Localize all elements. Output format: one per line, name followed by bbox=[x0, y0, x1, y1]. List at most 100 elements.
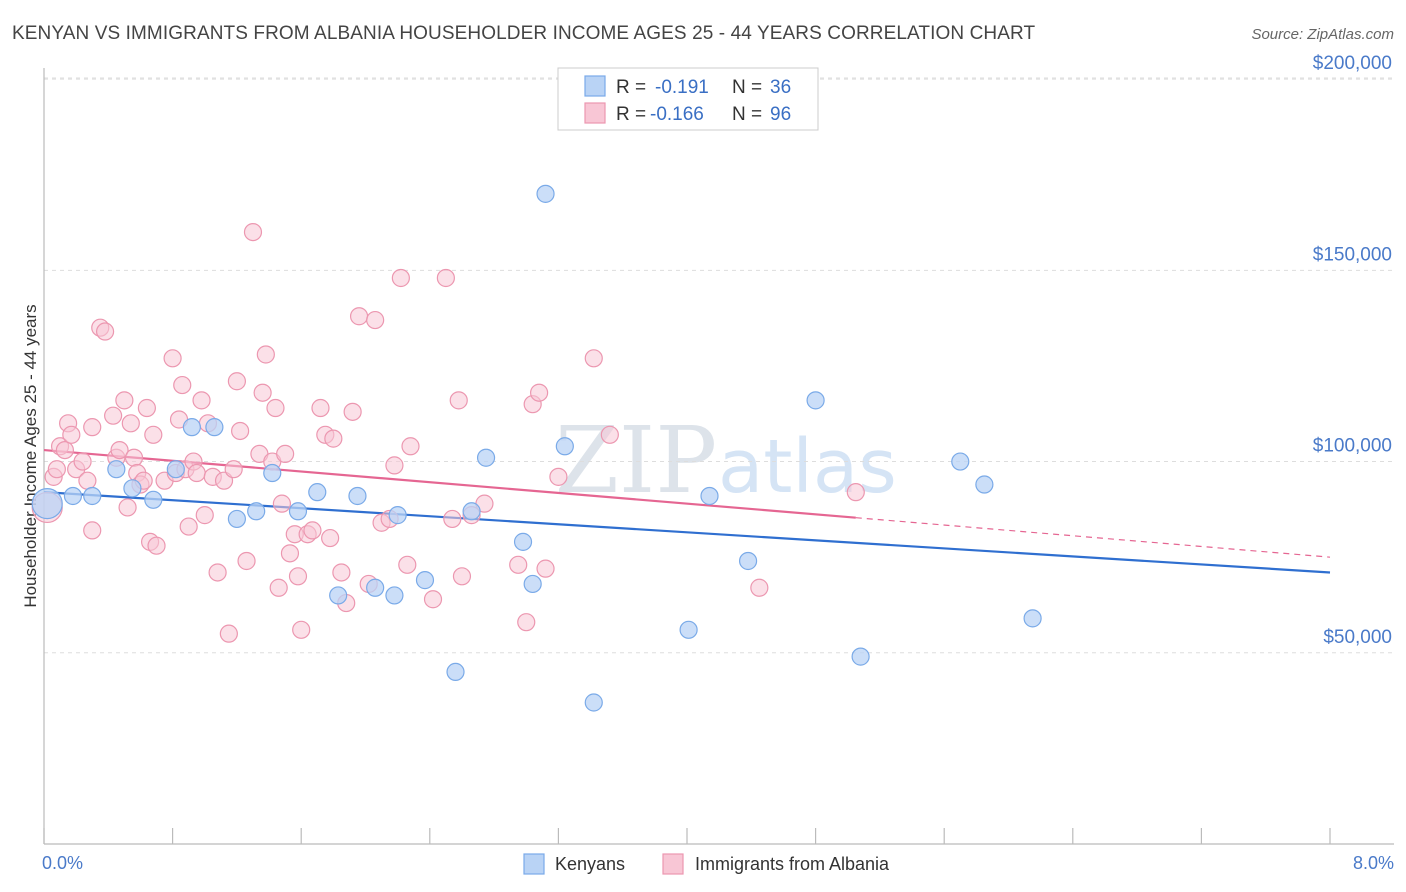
point-albania-94 bbox=[750, 578, 769, 597]
point-albania-83 bbox=[452, 567, 472, 586]
point-kenyans-28 bbox=[679, 620, 698, 639]
point-albania-67 bbox=[332, 563, 351, 582]
point-kenyans-6 bbox=[166, 460, 185, 479]
chart-source: Source: ZipAtlas.com bbox=[1251, 26, 1394, 43]
point-albania-62 bbox=[303, 521, 322, 540]
point-kenyans-8 bbox=[205, 418, 224, 437]
legend-n-value-albania: 96 bbox=[770, 104, 791, 125]
legend-swatch-kenyans bbox=[584, 75, 606, 97]
point-albania-69 bbox=[343, 402, 362, 421]
point-albania-60 bbox=[292, 620, 311, 639]
point-albania-81 bbox=[443, 509, 462, 529]
point-albania-9 bbox=[78, 471, 97, 490]
legend-n-value-kenyans: 36 bbox=[770, 77, 791, 98]
point-albania-93 bbox=[600, 425, 619, 444]
point-albania-51 bbox=[256, 345, 275, 364]
point-albania-4 bbox=[55, 440, 74, 460]
point-albania-48 bbox=[243, 222, 263, 242]
point-kenyans-10 bbox=[247, 502, 266, 521]
bottom-legend: Kenyans Immigrants from Albania bbox=[523, 853, 890, 875]
point-albania-29 bbox=[163, 349, 182, 368]
point-albania-10 bbox=[83, 418, 102, 437]
y-tick-label-3: $200,000 bbox=[1313, 53, 1392, 74]
point-albania-54 bbox=[269, 578, 288, 597]
y-tick-label-0: $50,000 bbox=[1323, 627, 1392, 648]
point-albania-43 bbox=[219, 624, 238, 643]
point-albania-36 bbox=[187, 463, 206, 483]
point-albania-56 bbox=[276, 444, 295, 464]
point-kenyans-34 bbox=[975, 475, 994, 494]
point-albania-95 bbox=[846, 483, 865, 502]
point-kenyans-14 bbox=[329, 586, 348, 605]
point-albania-13 bbox=[95, 322, 115, 341]
point-albania-82 bbox=[449, 391, 468, 410]
point-kenyans-13 bbox=[308, 483, 327, 502]
legend-r-label-albania: R = bbox=[616, 104, 646, 125]
point-albania-72 bbox=[366, 310, 385, 330]
point-albania-55 bbox=[272, 494, 292, 513]
point-kenyans-1 bbox=[63, 486, 83, 506]
y-tick-label-1: $100,000 bbox=[1313, 436, 1392, 457]
point-albania-16 bbox=[110, 440, 129, 460]
watermark-atlas: atlas bbox=[718, 424, 897, 510]
point-albania-63 bbox=[311, 398, 330, 418]
point-albania-57 bbox=[280, 544, 300, 563]
series-kenyans bbox=[31, 184, 1042, 712]
point-kenyans-16 bbox=[366, 578, 385, 597]
point-kenyans-3 bbox=[107, 460, 126, 479]
point-albania-66 bbox=[324, 429, 343, 448]
legend-r-label-kenyans: R = bbox=[616, 77, 646, 98]
point-kenyans-21 bbox=[462, 502, 481, 521]
point-albania-26 bbox=[144, 425, 163, 444]
legend-n-label-kenyans: N = bbox=[732, 77, 762, 98]
point-albania-76 bbox=[391, 268, 410, 288]
point-kenyans-31 bbox=[806, 391, 825, 410]
point-kenyans-26 bbox=[555, 437, 574, 456]
watermark-zip: ZIP bbox=[555, 407, 717, 514]
point-kenyans-30 bbox=[738, 551, 758, 571]
y-tick-label-2: $150,000 bbox=[1313, 244, 1392, 265]
point-albania-38 bbox=[195, 506, 214, 525]
point-albania-14 bbox=[104, 406, 123, 425]
point-kenyans-12 bbox=[288, 502, 308, 521]
point-kenyans-18 bbox=[388, 506, 407, 525]
point-kenyans-24 bbox=[523, 574, 542, 594]
point-albania-2 bbox=[47, 460, 66, 479]
point-kenyans-4 bbox=[123, 479, 142, 498]
point-kenyans-17 bbox=[385, 586, 404, 605]
point-albania-70 bbox=[349, 307, 369, 326]
point-albania-27 bbox=[147, 536, 166, 555]
point-albania-34 bbox=[179, 517, 198, 536]
point-albania-65 bbox=[321, 528, 340, 548]
point-kenyans-5 bbox=[144, 490, 163, 509]
point-albania-90 bbox=[536, 559, 555, 578]
point-kenyans-33 bbox=[951, 452, 970, 471]
x-tick-marks bbox=[43, 828, 1331, 844]
point-albania-47 bbox=[237, 551, 256, 571]
point-albania-6 bbox=[62, 425, 81, 444]
chart-title: KENYAN VS IMMIGRANTS FROM ALBANIA HOUSEH… bbox=[12, 23, 1035, 44]
bottom-legend-swatch-albania bbox=[662, 853, 684, 875]
point-albania-50 bbox=[253, 383, 272, 402]
point-kenyans-20 bbox=[446, 662, 465, 682]
watermark: ZIP atlas bbox=[555, 407, 897, 514]
point-albania-86 bbox=[509, 555, 528, 574]
x-tick-label-right: 8.0% bbox=[1353, 853, 1394, 873]
point-albania-17 bbox=[115, 391, 134, 410]
point-kenyans-19 bbox=[415, 571, 435, 590]
series-immigrants-from-albania bbox=[31, 222, 865, 643]
legend-n-label-albania: N = bbox=[732, 104, 762, 125]
point-albania-92 bbox=[584, 349, 603, 368]
legend-swatch-albania bbox=[584, 102, 606, 124]
bottom-legend-label-albania: Immigrants from Albania bbox=[695, 854, 890, 874]
point-kenyans-23 bbox=[513, 532, 533, 551]
point-albania-20 bbox=[124, 448, 144, 467]
point-albania-80 bbox=[436, 268, 455, 288]
point-albania-44 bbox=[224, 460, 243, 479]
point-kenyans-32 bbox=[851, 647, 870, 666]
point-albania-87 bbox=[517, 613, 536, 632]
point-albania-75 bbox=[385, 456, 404, 475]
point-albania-11 bbox=[83, 521, 102, 540]
point-kenyans-11 bbox=[263, 463, 282, 483]
